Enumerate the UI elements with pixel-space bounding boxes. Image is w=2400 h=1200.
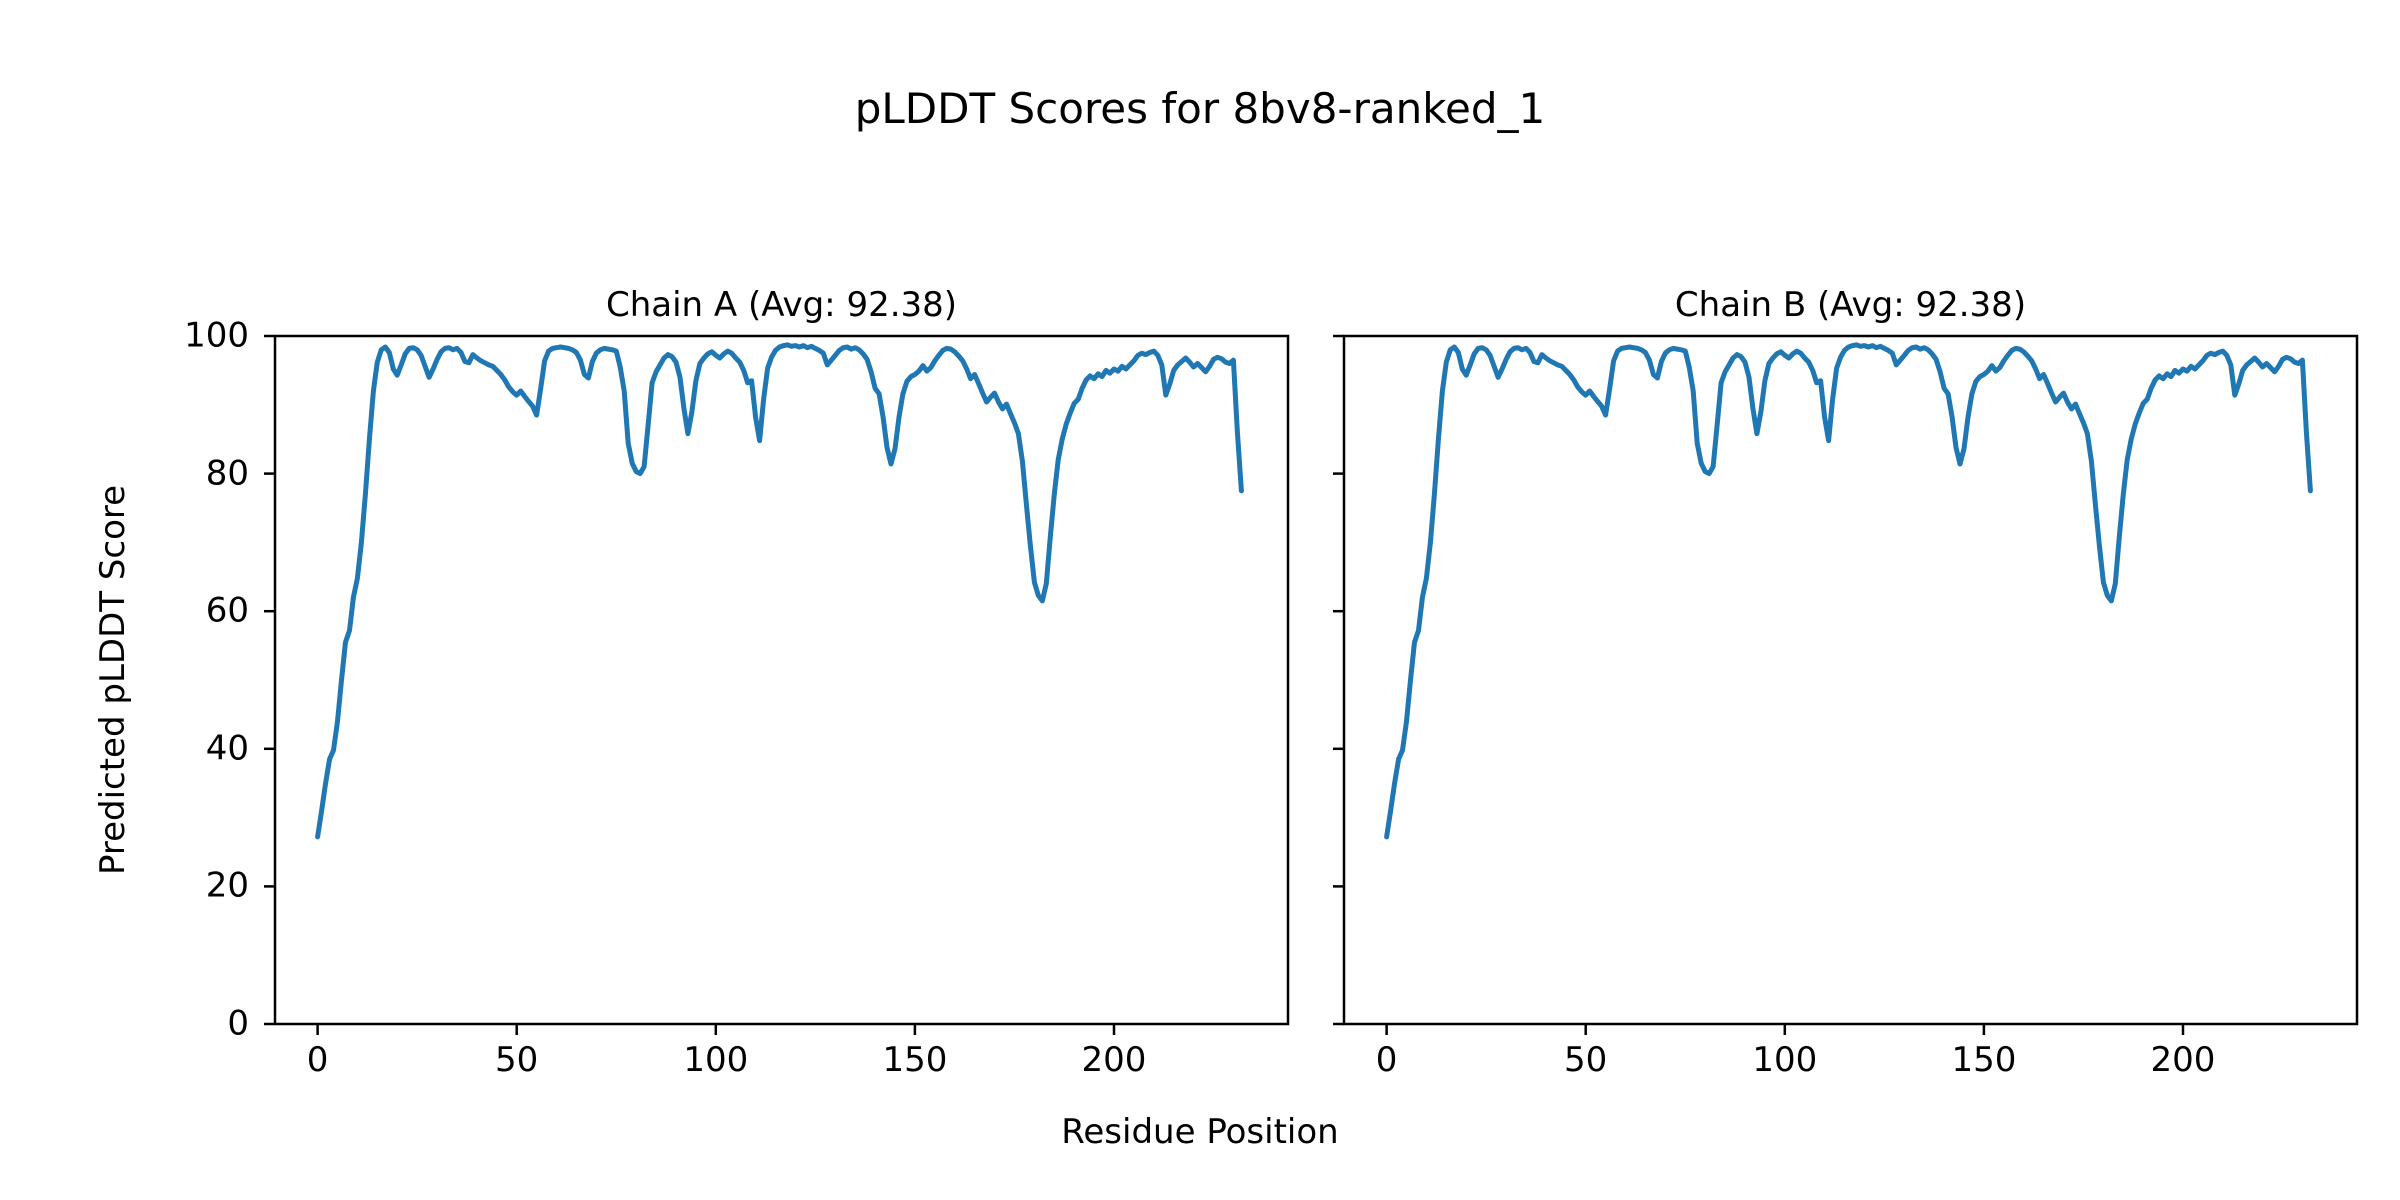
y-tick-label: 40 (205, 728, 249, 769)
subplot-title-chain-a: Chain A (Avg: 92.38) (605, 285, 958, 325)
y-axis-label: Predicted pLDDT Score (93, 484, 133, 876)
subplot-title-chain-b: Chain B (Avg: 92.38) (1674, 285, 2027, 325)
figure-title: pLDDT Scores for 8bv8-ranked_1 (854, 84, 1546, 133)
y-tick-label: 80 (205, 452, 249, 493)
line-plot-chain-b (1333, 334, 2359, 1035)
x-tick-label: 100 (683, 1040, 749, 1080)
x-tick-label: 200 (2150, 1040, 2216, 1080)
x-axis-label: Residue Position (1061, 1112, 1339, 1152)
y-tick-label: 20 (205, 865, 249, 906)
x-tick-label: 150 (882, 1040, 948, 1080)
line-plot-chain-a (264, 334, 1290, 1035)
x-tick-label: 0 (306, 1040, 329, 1080)
plot-border (1342, 334, 2359, 1026)
x-tick-label: 100 (1752, 1040, 1818, 1080)
plddt-line (315, 342, 1244, 840)
plot-border (273, 334, 1290, 1026)
y-tick-label: 0 (227, 1003, 249, 1044)
x-tick-label: 50 (1564, 1040, 1608, 1080)
plddt-line (1384, 342, 2313, 840)
x-tick-label: 200 (1081, 1040, 1147, 1080)
x-tick-label: 0 (1375, 1040, 1398, 1080)
y-tick-label: 60 (205, 590, 249, 631)
x-tick-label: 50 (495, 1040, 539, 1080)
x-tick-label: 150 (1951, 1040, 2017, 1080)
y-tick-label: 100 (184, 315, 249, 356)
